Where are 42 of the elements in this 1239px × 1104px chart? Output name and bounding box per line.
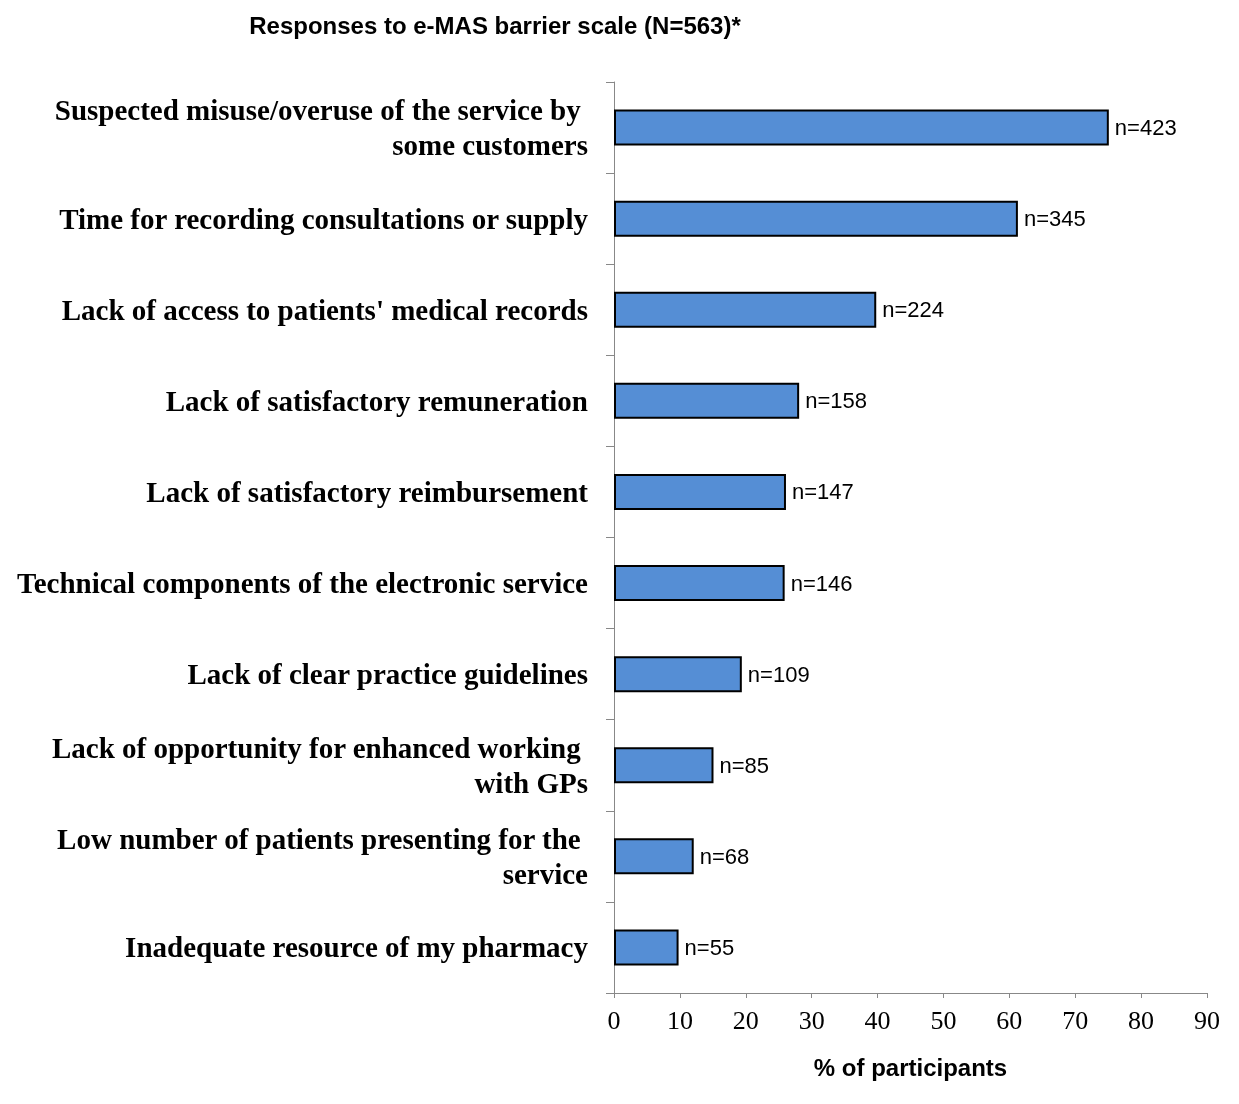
y-tick-label: Inadequate resource of my pharmacy [125, 931, 589, 964]
x-tick-label: 70 [1062, 1005, 1089, 1035]
bar [614, 565, 785, 602]
bar [614, 838, 694, 875]
x-tick-label: 40 [864, 1005, 891, 1035]
y-tick-label: Lack of clear practice guidelines [187, 658, 588, 691]
annotation: n=423 [1114, 115, 1177, 141]
y-tick-label: Technical components of the electronic service [16, 567, 589, 600]
y-tick-label: Lack of opportunity for enhanced working with GPs [51, 731, 588, 799]
y-tick-label: Lack of satisfactory remuneration [165, 384, 588, 417]
bar [614, 109, 1109, 146]
annotation: n=109 [747, 661, 810, 687]
x-tick-label: 50 [930, 1005, 957, 1035]
x-tick-label: 0 [607, 1005, 621, 1035]
bar [614, 929, 679, 966]
annotation: n=345 [1023, 206, 1086, 232]
annotation: n=68 [699, 843, 750, 869]
x-tick-label: 20 [732, 1005, 759, 1035]
x-tick-label: 10 [666, 1005, 693, 1035]
y-tick-label: Suspected misuse/overuse of the service by some customers [54, 94, 588, 162]
y-tick-label: Lack of satisfactory reimbursement [146, 475, 589, 508]
annotation: n=224 [882, 297, 945, 323]
annotation: n=55 [684, 934, 735, 960]
bar [614, 656, 742, 693]
annotation: n=85 [719, 752, 770, 778]
bar [614, 200, 1018, 237]
x-axis-title: % of participants [813, 1053, 1008, 1081]
annotation: n=146 [790, 570, 853, 596]
bar [614, 473, 786, 510]
annotation: n=147 [791, 479, 854, 505]
bar [614, 291, 877, 328]
y-tick-label: Low number of patients presenting for the service [57, 822, 589, 890]
annotation: n=158 [805, 388, 867, 414]
y-tick-label: Time for recording consultations or supply [59, 202, 589, 235]
x-tick-label: 80 [1128, 1005, 1155, 1035]
chart-title: Responses to e-MAS barrier scale (N=563)* [249, 11, 742, 39]
bar [614, 382, 800, 419]
bar [614, 747, 714, 784]
x-tick-label: 60 [996, 1005, 1023, 1035]
x-tick-label: 30 [798, 1005, 825, 1035]
x-tick-label: 90 [1194, 1005, 1220, 1035]
y-tick-label: Lack of access to patients' medical records [61, 293, 588, 326]
